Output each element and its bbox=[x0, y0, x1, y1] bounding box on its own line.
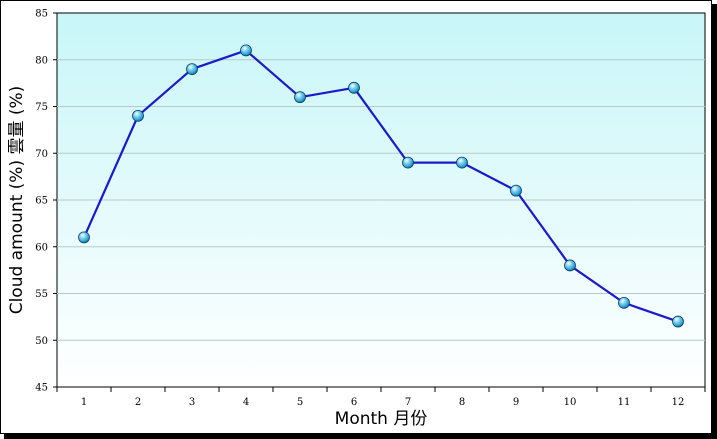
y-tick-label: 65 bbox=[35, 196, 48, 207]
y-tick-label: 55 bbox=[35, 289, 48, 300]
y-tick-label: 45 bbox=[35, 383, 48, 394]
gridlines bbox=[57, 59, 705, 341]
y-axis-title: Cloud amount (%) 雲量 (%) bbox=[7, 86, 27, 315]
data-point bbox=[618, 296, 630, 309]
x-tick-label: 8 bbox=[459, 397, 465, 408]
x-tick-label: 5 bbox=[297, 397, 303, 408]
series-line bbox=[82, 49, 679, 323]
x-tick-label: 4 bbox=[243, 397, 249, 408]
x-axis-ticks: 1 2 3 4 5 6 7 8 9 10 11 12 bbox=[56, 387, 706, 408]
x-tick-label: 10 bbox=[564, 397, 577, 408]
x-tick-label: 3 bbox=[189, 397, 195, 408]
data-point bbox=[186, 63, 198, 75]
y-tick-label: 75 bbox=[35, 102, 48, 113]
x-tick-label: 12 bbox=[672, 397, 685, 408]
data-point bbox=[348, 81, 360, 94]
x-tick-label: 2 bbox=[135, 397, 141, 408]
data-point bbox=[510, 184, 522, 197]
y-tick-label: 80 bbox=[35, 55, 48, 66]
x-tick-label: 1 bbox=[81, 397, 87, 408]
data-point bbox=[402, 156, 414, 169]
data-point bbox=[132, 109, 144, 122]
data-point bbox=[564, 259, 576, 272]
x-tick-label: 11 bbox=[618, 397, 631, 408]
frame-shadow-bottom bbox=[4, 434, 717, 439]
y-axis-ticks: 45 50 55 60 65 70 75 80 85 bbox=[35, 9, 57, 394]
x-tick-label: 7 bbox=[405, 397, 411, 408]
data-point bbox=[78, 231, 90, 244]
y-tick-label: 60 bbox=[35, 242, 48, 253]
y-tick-label: 85 bbox=[35, 9, 48, 20]
y-tick-label: 70 bbox=[35, 149, 48, 160]
x-tick-label: 6 bbox=[351, 397, 357, 408]
x-axis-title: Month 月份 bbox=[335, 409, 428, 429]
x-tick-label: 9 bbox=[513, 397, 519, 408]
data-markers bbox=[78, 44, 684, 328]
data-point bbox=[672, 315, 684, 328]
data-point bbox=[240, 44, 252, 57]
y-tick-label: 50 bbox=[35, 336, 48, 347]
data-point bbox=[294, 91, 306, 104]
data-point bbox=[456, 156, 468, 169]
frame-shadow-right bbox=[712, 4, 717, 439]
